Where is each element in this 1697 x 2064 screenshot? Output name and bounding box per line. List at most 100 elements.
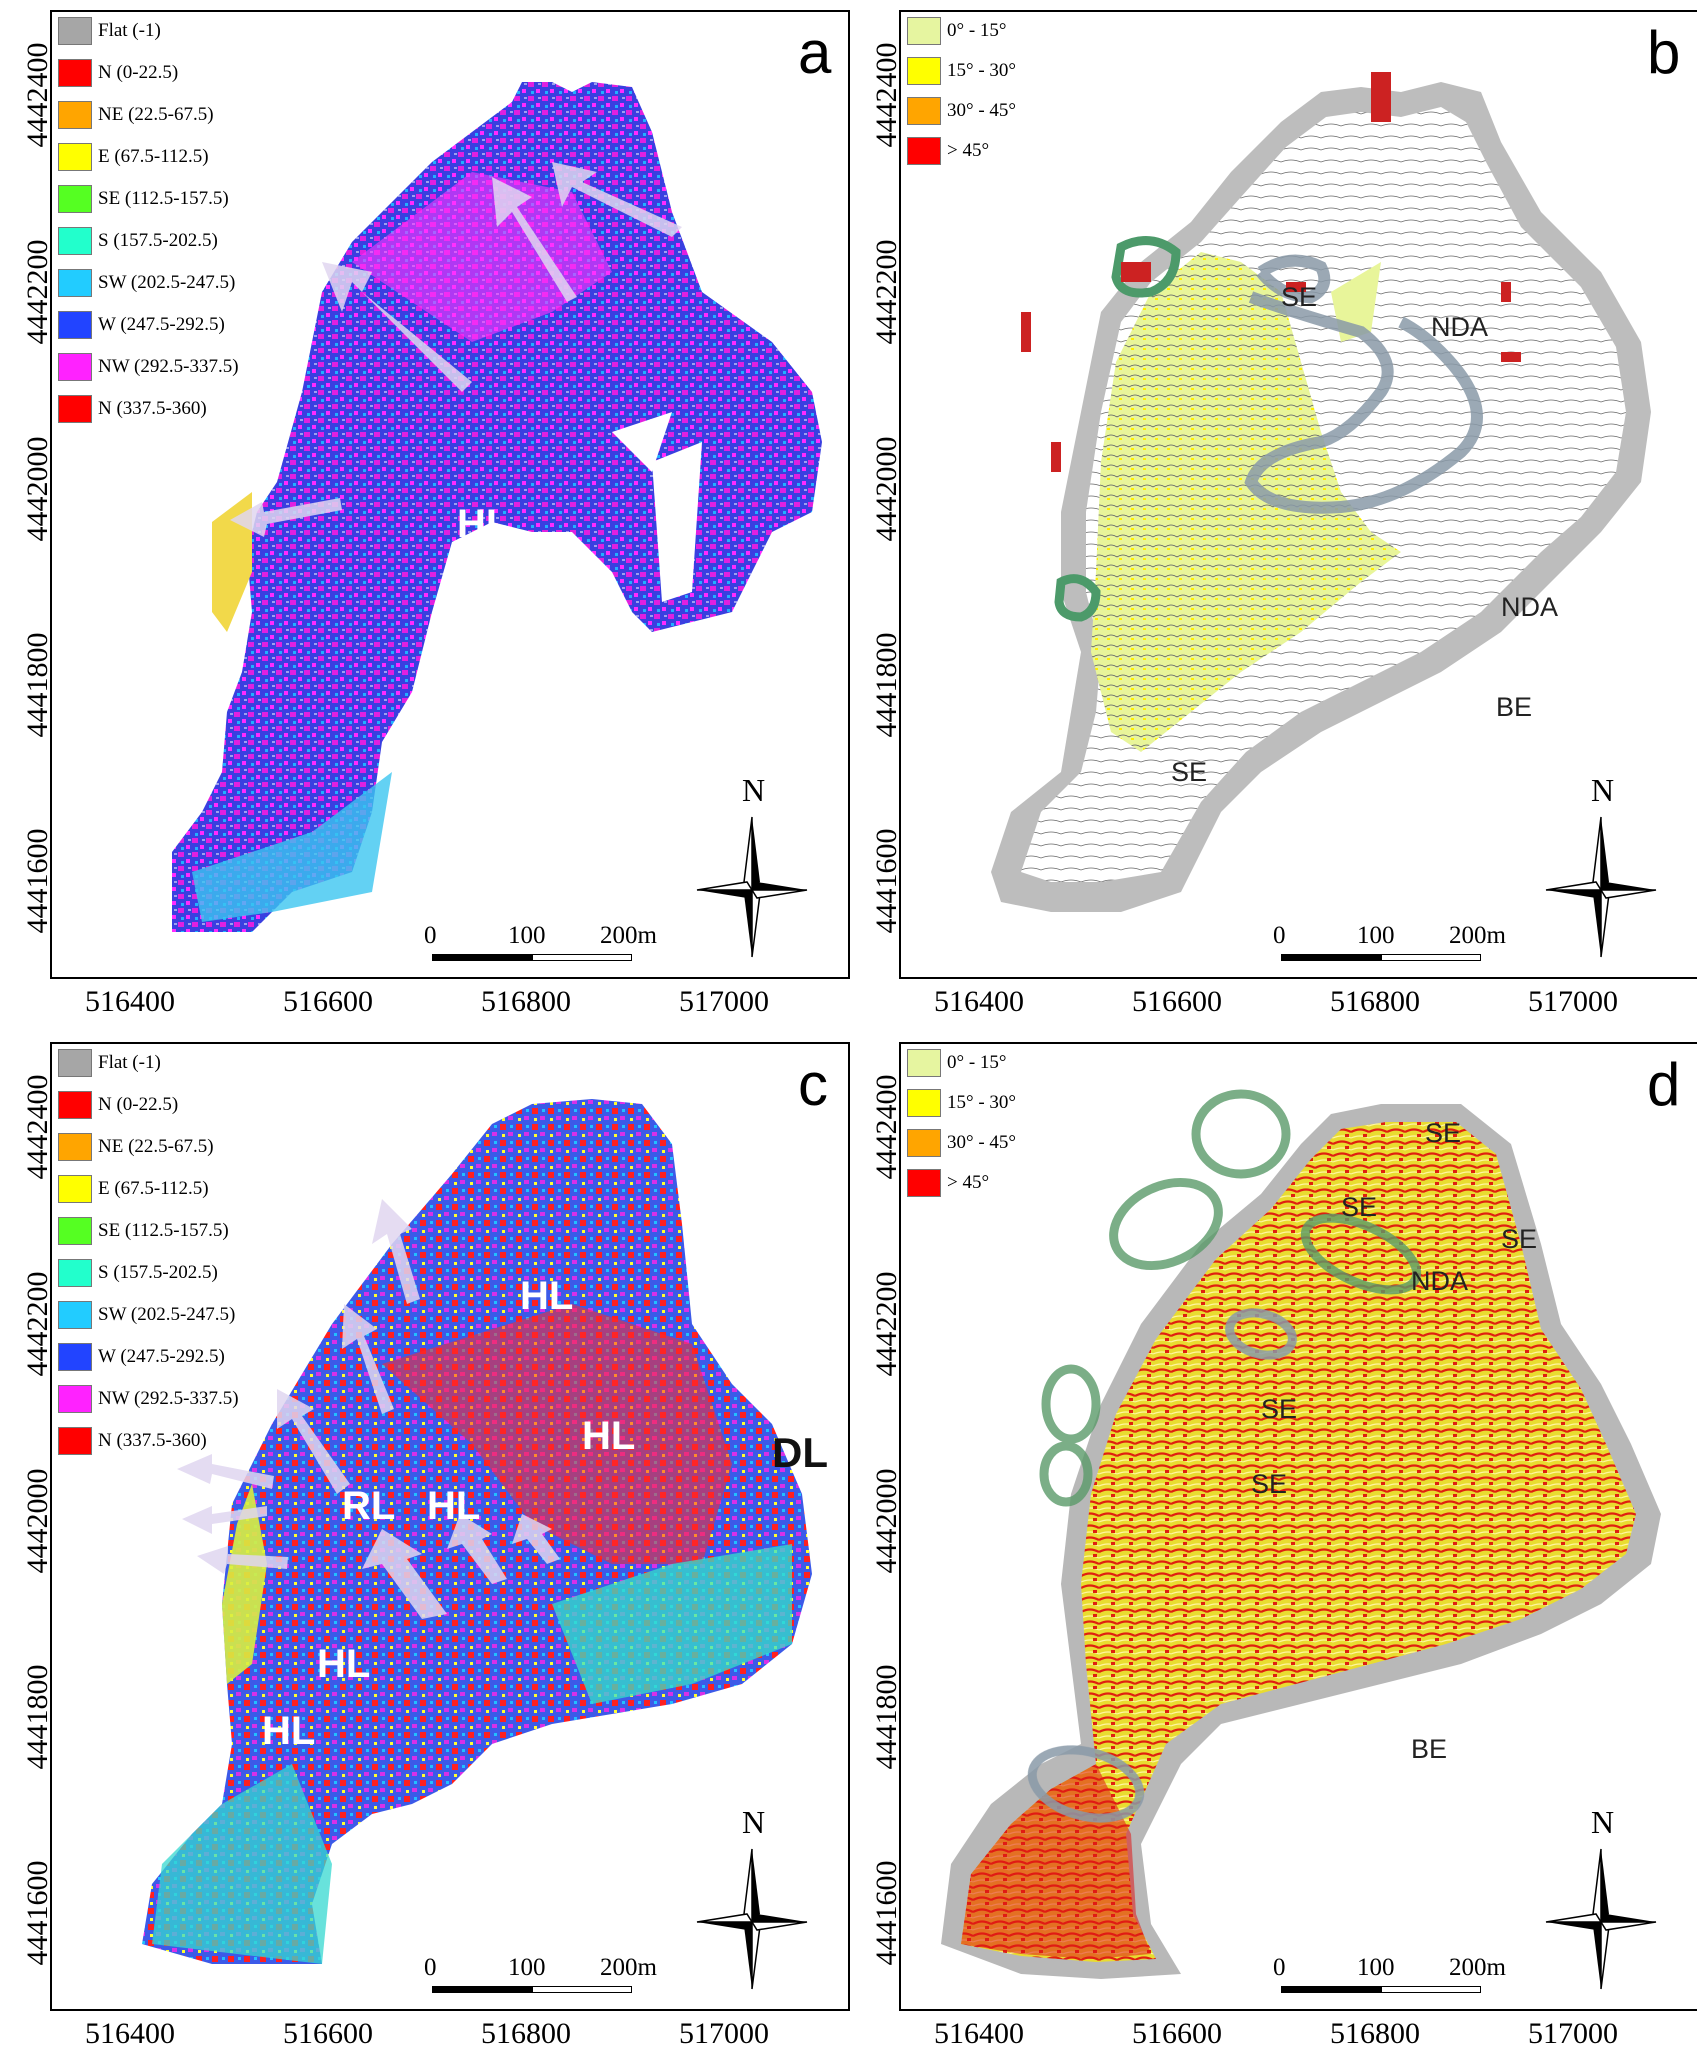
se-label: SE (1501, 1224, 1538, 1254)
x-tick: 516400 (85, 2017, 175, 2050)
scale-bar: 0 100 200m (424, 922, 657, 962)
legend-item: NE (22.5-67.5) (58, 1132, 214, 1162)
scale-segment (1381, 954, 1481, 961)
legend-item: 30° - 45° (907, 96, 1016, 126)
x-tick: 516800 (481, 2017, 571, 2050)
hl-label: HL (457, 502, 511, 546)
x-tick: 517000 (679, 2017, 769, 2050)
legend-item: N (337.5-360) (58, 1426, 207, 1456)
legend-item: NE (22.5-67.5) (58, 100, 214, 130)
scale-label: 200m (1449, 1954, 1506, 1981)
legend-swatch (58, 1217, 92, 1245)
scale-label: 200m (1449, 922, 1506, 949)
north-arrow-icon (696, 816, 808, 958)
legend-swatch (907, 1049, 941, 1077)
nda-label: NDA (1501, 592, 1559, 622)
legend-item: W (247.5-292.5) (58, 1342, 225, 1372)
x-tick: 516600 (283, 985, 373, 1018)
legend-label: NE (22.5-67.5) (98, 104, 214, 125)
legend-label: SW (202.5-247.5) (98, 272, 236, 293)
map-frame: 0° - 15° 15° - 30° 30° - 45° > 45° SE ND… (899, 10, 1697, 979)
legend-swatch (58, 1049, 92, 1077)
scale-label: 0 (1273, 922, 1286, 949)
legend-item: 0° - 15° (907, 1048, 1007, 1078)
legend-label: N (337.5-360) (98, 398, 207, 419)
scale-label: 200m (600, 1954, 657, 1981)
scale-bar: 0 100 200m (1273, 1954, 1506, 1994)
rl-label: RL (342, 1484, 396, 1528)
legend-item: N (0-22.5) (58, 1090, 178, 1120)
legend-swatch (58, 227, 92, 255)
legend-item: S (157.5-202.5) (58, 226, 218, 256)
scale-segment (432, 1986, 532, 1993)
scale-segment (1281, 1986, 1381, 1993)
legend-item: 15° - 30° (907, 1088, 1016, 1118)
legend-label: S (157.5-202.5) (98, 230, 218, 251)
legend-label: SE (112.5-157.5) (98, 188, 229, 209)
legend-swatch (58, 395, 92, 423)
map-frame: Flat (-1) N (0-22.5) NE (22.5-67.5) E (6… (50, 1042, 850, 2011)
legend-item: E (67.5-112.5) (58, 1174, 209, 1204)
legend-label: N (337.5-360) (98, 1430, 207, 1451)
legend-swatch (58, 1259, 92, 1287)
aspect-map-a (172, 82, 822, 932)
panel-b: 4442400 4442200 4442000 4441800 4441600 (849, 0, 1697, 1032)
dl-label: DL (772, 1429, 828, 1476)
panel-letter: c (798, 1051, 828, 1118)
legend-swatch (58, 1427, 92, 1455)
x-tick: 516600 (1132, 985, 1222, 1018)
legend-item: E (67.5-112.5) (58, 142, 209, 172)
nda-label: NDA (1431, 312, 1489, 342)
legend-swatch (58, 269, 92, 297)
x-tick: 516600 (1132, 2017, 1222, 2050)
legend-swatch (58, 1301, 92, 1329)
se-label: SE (1171, 757, 1208, 787)
scale-segment (532, 1986, 632, 1993)
legend-label: NE (22.5-67.5) (98, 1136, 214, 1157)
map-frame: 0° - 15° 15° - 30° 30° - 45° > 45° SE SE… (899, 1042, 1697, 2011)
se-label: SE (1261, 1394, 1298, 1424)
legend-item: Flat (-1) (58, 1048, 161, 1078)
legend-label: S (157.5-202.5) (98, 1262, 218, 1283)
legend-label: NW (292.5-337.5) (98, 1388, 239, 1409)
scale-label: 0 (424, 1954, 437, 1981)
north-label: N (1591, 772, 1615, 808)
legend-label: 30° - 45° (947, 100, 1017, 121)
legend-item: SW (202.5-247.5) (58, 268, 235, 298)
x-tick: 516400 (934, 985, 1024, 1018)
scale-label: 100 (508, 922, 546, 949)
legend-label: 0° - 15° (947, 20, 1007, 41)
se-label: SE (1251, 1469, 1288, 1499)
legend-item: 30° - 45° (907, 1128, 1016, 1158)
north-arrow-icon (696, 1848, 808, 1990)
be-label: BE (1496, 692, 1533, 722)
legend-swatch (58, 185, 92, 213)
legend-swatch (58, 17, 92, 45)
panel-letter: d (1647, 1051, 1681, 1118)
legend-swatch (907, 1129, 941, 1157)
legend-swatch (58, 59, 92, 87)
panel-c: 4442400 4442200 4442000 4441800 4441600 (0, 1032, 850, 2064)
legend-item: 15° - 30° (907, 56, 1016, 86)
legend-item: SE (112.5-157.5) (58, 184, 229, 214)
se-label: SE (1281, 282, 1318, 312)
legend-swatch (58, 1133, 92, 1161)
x-tick: 517000 (1528, 2017, 1618, 2050)
scale-label: 100 (1357, 922, 1395, 949)
scale-bar: 0 100 200m (1273, 922, 1506, 962)
legend-label: 15° - 30° (947, 1092, 1017, 1113)
scale-label: 100 (1357, 1954, 1395, 1981)
legend-swatch (58, 101, 92, 129)
hl-label: HL (262, 1709, 316, 1753)
legend-item: N (337.5-360) (58, 394, 207, 424)
be-label: BE (1411, 1734, 1448, 1764)
north-label: N (1591, 1804, 1615, 1840)
scale-segment (432, 954, 532, 961)
x-tick: 516800 (1330, 985, 1420, 1018)
legend-label: 0° - 15° (947, 1052, 1007, 1073)
legend-label: NW (292.5-337.5) (98, 356, 239, 377)
hl-label: HL (427, 1484, 481, 1528)
panel-a: 4442400 4442200 4442000 4441800 4441600 (0, 0, 850, 1032)
panel-letter: a (798, 19, 832, 86)
x-tick: 517000 (1528, 985, 1618, 1018)
